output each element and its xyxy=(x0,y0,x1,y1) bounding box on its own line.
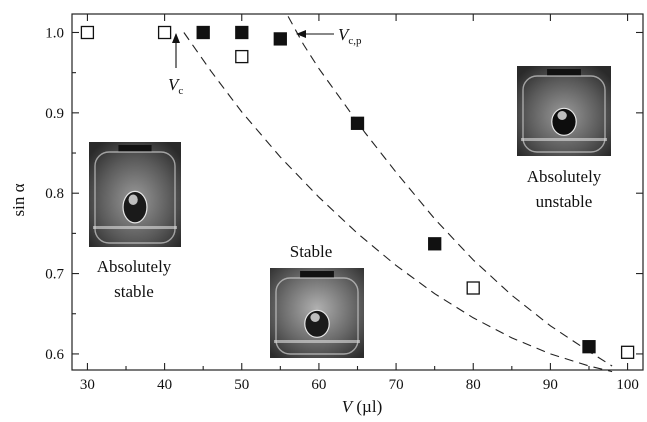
axes: 30 40 50 60 70 80 90 100 0.6 0.7 0.8 0.9 1.0 xyxy=(45,13,644,393)
y-tick-label: 0.6 xyxy=(45,347,64,363)
y-tick-label: 1.0 xyxy=(45,25,64,41)
x-tick-label: 90 xyxy=(543,377,558,393)
open-square-point xyxy=(466,281,480,295)
x-axis-label: V (µl) xyxy=(342,397,382,416)
axis-labels: V (µl) sin α xyxy=(9,183,382,416)
y-tick-label: 0.8 xyxy=(45,186,64,202)
open-square-point xyxy=(235,49,249,64)
absolutely-stable-label-line1: Absolutely xyxy=(97,257,172,276)
absolutely-unstable-label-line2: unstable xyxy=(536,192,593,211)
inset-photos xyxy=(89,66,611,358)
open-square-point xyxy=(157,25,172,40)
x-tick-label: 80 xyxy=(466,377,481,393)
vcp-label: Vc,p xyxy=(338,25,362,47)
stable-label: Stable xyxy=(290,242,333,261)
y-tick-label: 0.7 xyxy=(45,267,64,283)
filled-square-point xyxy=(273,32,287,46)
x-tick-label: 50 xyxy=(234,377,249,393)
x-tick-label: 60 xyxy=(311,377,326,393)
x-tick-label: 100 xyxy=(616,377,639,393)
vc-label: Vc xyxy=(168,75,183,97)
open-square-point xyxy=(80,25,95,40)
x-tick-label: 30 xyxy=(80,377,95,393)
absolutely-stable-label-line2: stable xyxy=(114,282,154,301)
filled-square-point xyxy=(582,340,596,354)
photo-absolutely-unstable xyxy=(517,66,611,156)
dashed-curve-1 xyxy=(183,32,613,373)
photo-absolutely-stable xyxy=(89,142,181,247)
filled-square-point xyxy=(235,25,249,40)
filled-square-point xyxy=(428,237,442,251)
open-square-point xyxy=(620,345,635,359)
filled-square-point xyxy=(196,25,210,40)
data-points xyxy=(80,25,635,359)
filled-square-point xyxy=(350,116,365,130)
dashed-curves xyxy=(183,16,613,373)
x-tick-label: 40 xyxy=(157,377,172,393)
annotations: Vc Vc,p Stable Absolutely stable Absolut… xyxy=(97,25,602,301)
y-axis-label: sin α xyxy=(9,183,28,216)
photo-stable xyxy=(270,268,364,358)
x-tick-label: 70 xyxy=(389,377,404,393)
y-tick-label: 0.9 xyxy=(45,106,64,122)
absolutely-unstable-label-line1: Absolutely xyxy=(527,167,602,186)
